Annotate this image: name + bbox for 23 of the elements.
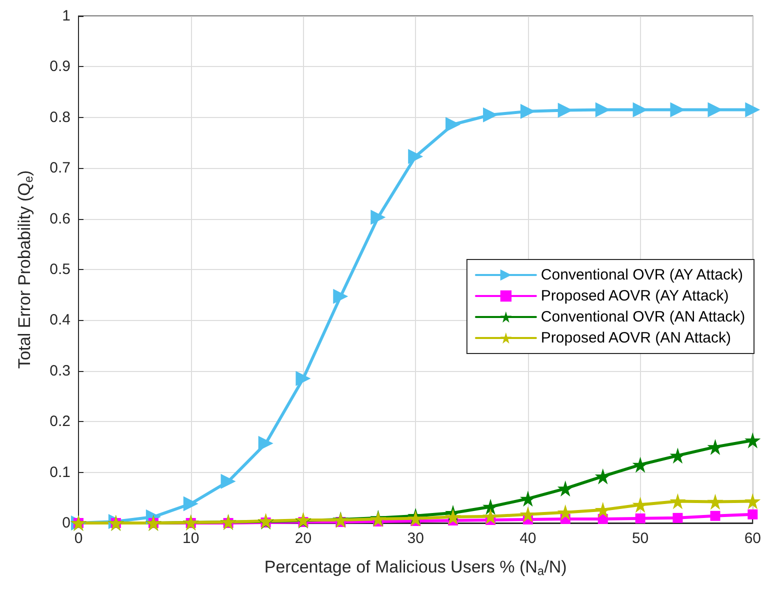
y-tick-label: 0.8 (50, 108, 70, 126)
legend-label: Proposed AOVR (AN Attack) (540, 330, 732, 346)
x-tick-label: 10 (182, 530, 200, 547)
y-tick-label: 1 (62, 8, 70, 24)
legend-label: Conventional OVR (AY Attack) (540, 266, 743, 284)
y-tick-label: 0.4 (50, 312, 70, 329)
x-tick-label: 40 (520, 530, 536, 547)
x-tick-label: 0 (74, 530, 83, 547)
y-tick-label: 0.5 (50, 261, 70, 278)
y-axis-title: Total Error Probability (Qe) (15, 170, 36, 369)
y-tick-label: 0 (62, 514, 70, 532)
legend-label: Conventional OVR (AN Attack) (540, 308, 746, 326)
y-tick-label: 0.6 (50, 210, 70, 228)
y-tick-label: 0.2 (50, 413, 70, 430)
legend-label: Proposed AOVR (AY Attack) (540, 288, 729, 304)
x-tick-label: 50 (632, 530, 649, 547)
y-tick-label: 0.3 (50, 362, 70, 380)
x-tick-label: 30 (407, 530, 424, 547)
y-tick-label: 0.1 (50, 464, 70, 481)
x-tick-label: 20 (294, 530, 312, 547)
y-tick-label: 0.9 (50, 58, 70, 76)
y-tick-label: 0.7 (50, 160, 70, 177)
x-tick-label: 60 (744, 530, 761, 547)
